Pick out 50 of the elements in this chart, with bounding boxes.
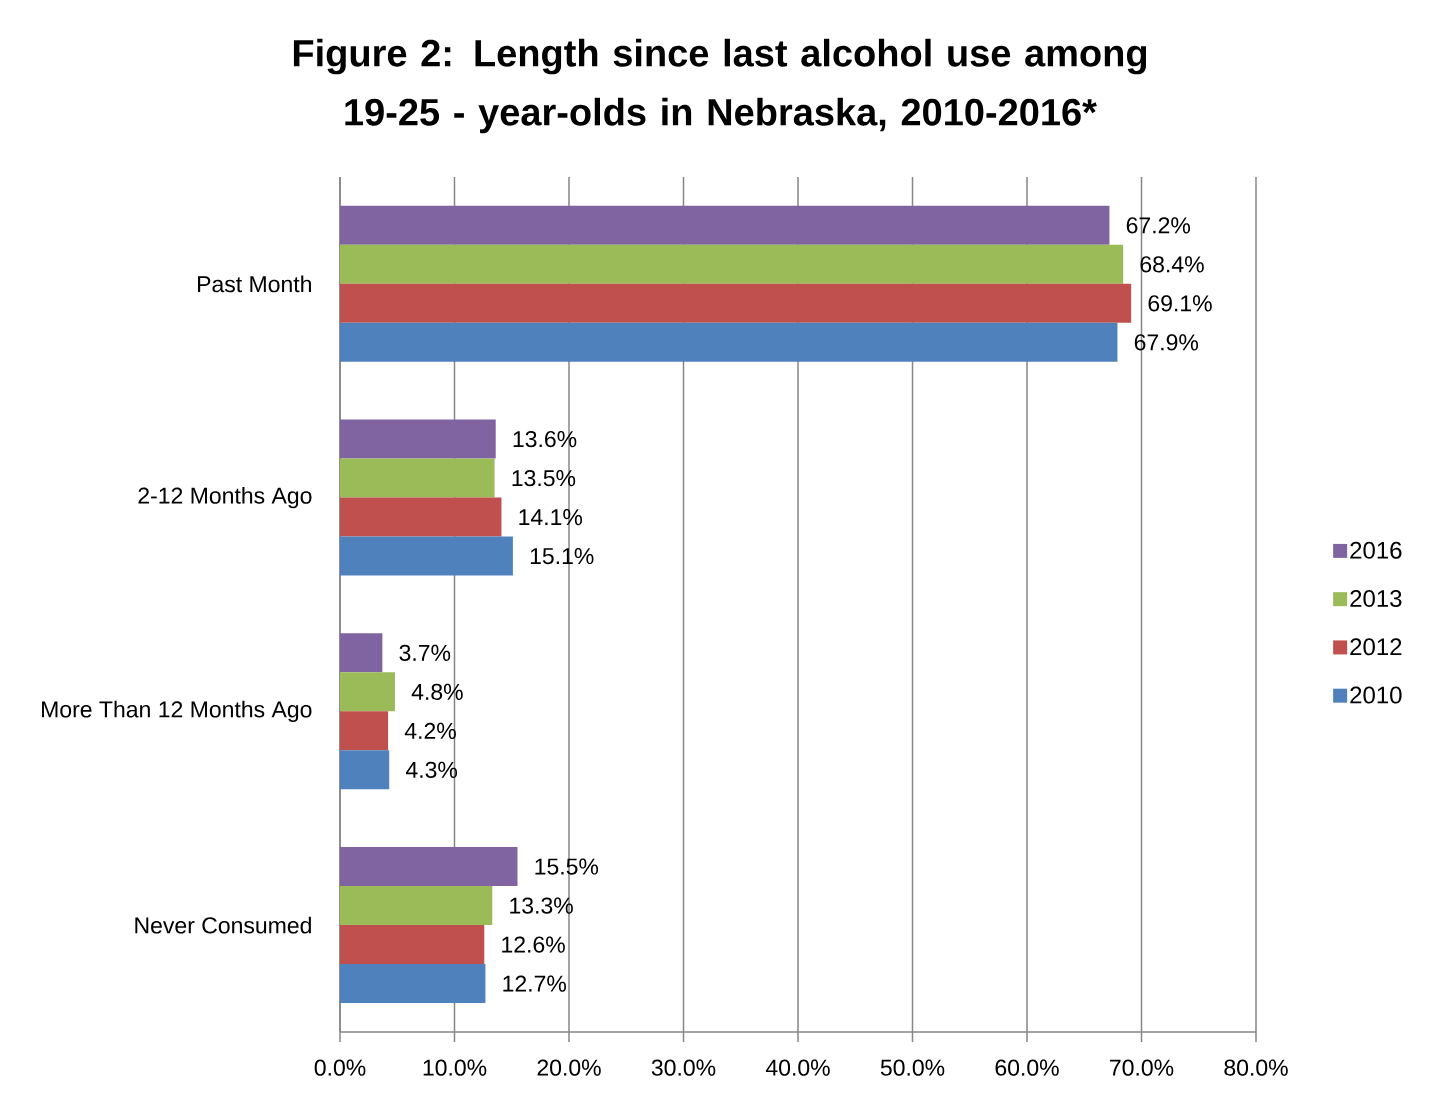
bar [340,847,518,887]
x-tick-label: 60.0% [995,1059,1059,1076]
x-tick-label: 40.0% [765,1059,830,1076]
x-tick-label: 0.0% [314,1059,366,1076]
bar [340,633,383,673]
data-label: 15.5% [535,858,599,875]
bar [340,419,496,459]
bar [340,886,493,926]
data-label: 14.1% [519,509,583,526]
bar [340,244,1124,284]
bar [340,205,1110,245]
bar [340,536,513,576]
data-label: 12.7% [503,975,567,992]
data-label: 4.8% [411,683,463,700]
data-label: 13.3% [510,897,573,914]
data-label: 68.4% [1140,256,1204,273]
x-tick-label: 80.0% [1224,1059,1288,1076]
legend-label: 2013 [1350,590,1402,608]
bar [340,322,1118,362]
data-label: 15.1% [530,548,594,565]
data-label: 13.5% [512,469,576,487]
y-tick-label: More Than 12 Months Ago [42,700,312,723]
bar [340,497,502,537]
data-label: 4.3% [405,761,458,778]
data-label: 67.9% [1134,334,1199,351]
legend-label: 2012 [1350,638,1402,656]
data-label: 13.6% [513,430,577,448]
x-tick-label: 70.0% [1110,1059,1174,1076]
x-tick-label: 30.0% [651,1059,716,1076]
legend-label: 2016 [1350,541,1402,559]
legend-label: 2010 [1350,686,1402,704]
bar [340,458,495,498]
bar [340,283,1132,323]
y-tick-label: Never Consumed [135,916,311,934]
bar [340,925,485,965]
bar [340,711,389,751]
bar [340,672,395,712]
x-tick-label: 10.0% [423,1059,487,1076]
bar [340,750,390,790]
y-tick-label: 2-12 Months Ago [138,486,312,509]
data-label: 3.7% [399,644,451,661]
data-label: 4.2% [404,722,456,739]
data-label: 67.2% [1126,217,1191,234]
bar [340,964,486,1004]
x-tick-label: 50.0% [880,1059,945,1076]
data-label: 69.1% [1148,295,1212,312]
y-tick-label: Past Month [198,275,311,293]
data-label: 12.6% [502,936,565,953]
chart-title: Figure 2: Length since last alcohol use among 19-25 - year-olds in Nebraska, 2010-2016* [293,38,1147,134]
x-tick-label: 20.0% [537,1059,601,1076]
